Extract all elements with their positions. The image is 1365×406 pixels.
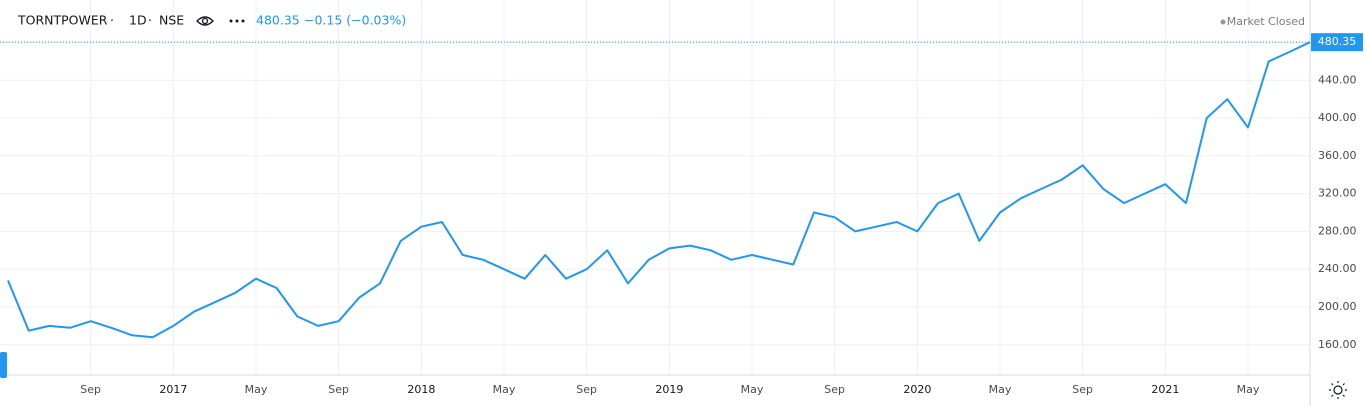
y-tick-label: 240.00 <box>1318 262 1357 275</box>
plot <box>0 41 1311 339</box>
interval[interactable]: 1D <box>129 13 147 28</box>
y-tick-label: 280.00 <box>1318 224 1357 237</box>
x-tick-label: Sep <box>576 383 597 396</box>
x-tick-label: 2017 <box>159 383 187 396</box>
x-tick-label: 2020 <box>903 383 931 396</box>
status-dot <box>1220 19 1226 25</box>
x-tick-label: Sep <box>824 383 845 396</box>
separator: · <box>110 13 114 28</box>
price-change: −0.15 (−0.03%) <box>304 13 406 28</box>
x-tick-label: May <box>989 383 1012 396</box>
y-tick-label: 320.00 <box>1318 187 1357 200</box>
x-tick-label: 2021 <box>1151 383 1179 396</box>
axes: 160.00 200.00 240.00 280.00 320.00 360.00 400.… <box>80 33 1363 396</box>
settings-icon[interactable] <box>1329 381 1347 399</box>
x-tick-label: May <box>1237 383 1260 396</box>
last-price-box <box>1311 33 1363 52</box>
y-tick-label: 440.00 <box>1318 73 1357 86</box>
market-status: Market Closed <box>1227 15 1305 28</box>
x-tick-label: Sep <box>1072 383 1093 396</box>
grid <box>0 0 1310 375</box>
separator: · <box>148 13 152 28</box>
y-tick-label: 160.00 <box>1318 338 1357 351</box>
y-tick-label: 400.00 <box>1318 111 1357 124</box>
last-price-label: 480.35 <box>1318 35 1357 48</box>
x-tick-label: Sep <box>80 383 101 396</box>
side-tab[interactable] <box>0 352 7 378</box>
price-line <box>7 41 1311 339</box>
eye-icon[interactable] <box>196 16 214 26</box>
last-price: 480.35 <box>256 13 300 28</box>
more-icon[interactable] <box>229 19 245 23</box>
x-tick-label: May <box>741 383 764 396</box>
x-tick-label: May <box>245 383 268 396</box>
x-tick-label: Sep <box>328 383 349 396</box>
exchange: NSE <box>159 13 184 28</box>
x-tick-label: May <box>493 383 516 396</box>
y-tick-label: 360.00 <box>1318 149 1357 162</box>
x-tick-label: 2018 <box>407 383 435 396</box>
symbol[interactable]: TORNTPOWER <box>17 13 108 28</box>
x-tick-label: 2019 <box>655 383 683 396</box>
y-tick-label: 200.00 <box>1318 300 1357 313</box>
